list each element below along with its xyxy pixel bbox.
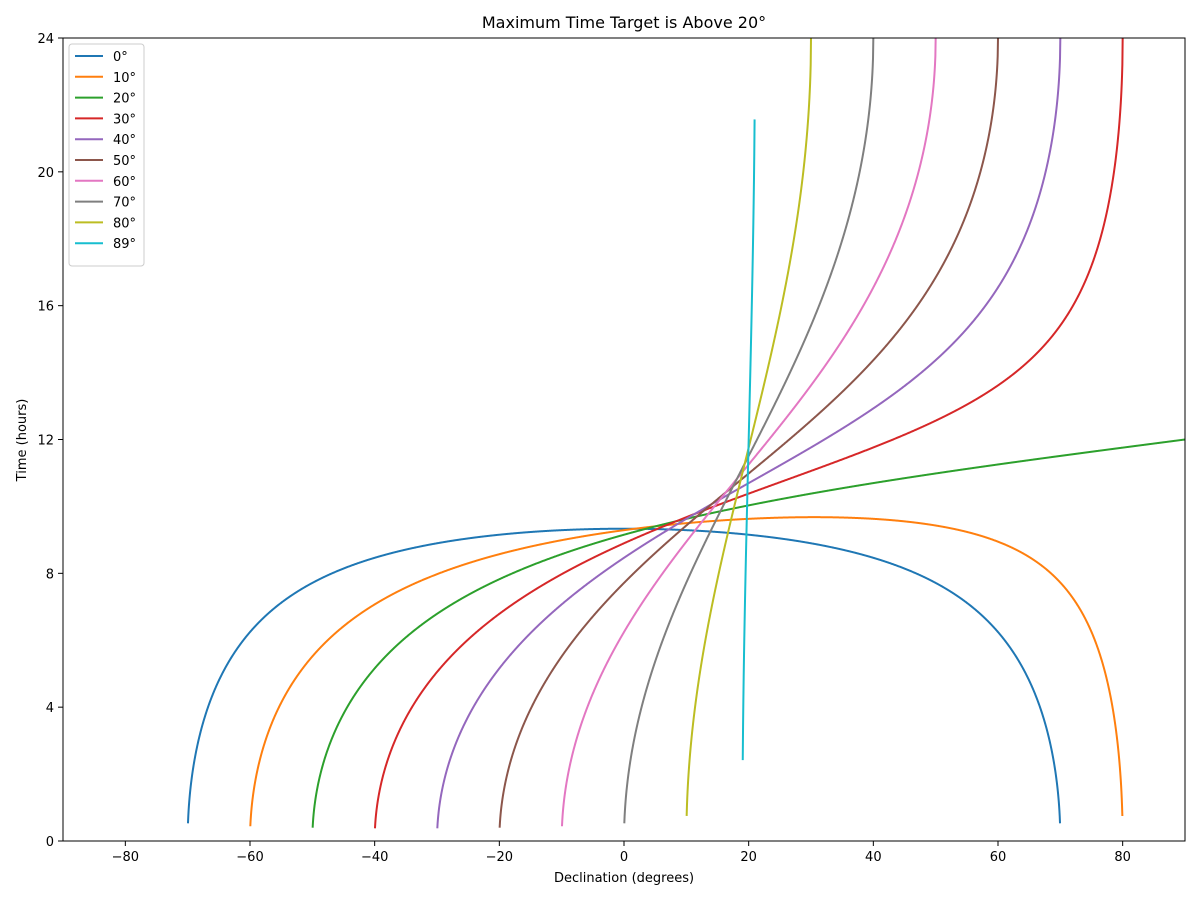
x-axis-label: Declination (degrees) bbox=[554, 871, 694, 886]
legend-label-8: 80° bbox=[113, 216, 136, 231]
series-line-0 bbox=[186, 527, 1062, 824]
legend: 0° 10° 20° 30° 40° 50° 60° 70° 80° 89° bbox=[68, 43, 145, 267]
y-tick-label-1: 4 bbox=[46, 701, 54, 716]
x-tick-label-8: 80 bbox=[1114, 850, 1131, 865]
legend-label-1: 10° bbox=[113, 71, 136, 86]
legend-label-9: 89° bbox=[113, 237, 136, 252]
legend-label-6: 60° bbox=[113, 175, 136, 190]
series-line-3 bbox=[373, 38, 1124, 829]
legend-box bbox=[68, 43, 145, 267]
chart-title: Maximum Time Target is Above 20° bbox=[482, 13, 766, 32]
y-tick-label-6: 24 bbox=[37, 32, 54, 47]
x-tick-label-2: −40 bbox=[361, 850, 388, 865]
y-tick-label-2: 8 bbox=[46, 567, 54, 582]
y-axis-label: Time (hours) bbox=[15, 399, 30, 483]
x-tick-label-1: −60 bbox=[236, 850, 263, 865]
legend-label-4: 40° bbox=[113, 133, 136, 148]
plot-frame bbox=[62, 37, 1186, 842]
series-line-4 bbox=[436, 38, 1062, 829]
x-tick-label-5: 20 bbox=[740, 850, 757, 865]
plot-area bbox=[186, 38, 1185, 829]
legend-label-0: 0° bbox=[113, 50, 128, 65]
y-tick-label-0: 0 bbox=[46, 835, 54, 850]
x-tick-label-7: 60 bbox=[990, 850, 1007, 865]
y-tick-label-5: 20 bbox=[37, 166, 54, 181]
series-line-1 bbox=[249, 516, 1124, 827]
x-tick-label-4: 0 bbox=[620, 850, 628, 865]
x-tick-label-0: −80 bbox=[112, 850, 139, 865]
axis-ticks: −80 −60 −40 −20 0 20 40 60 80 0 4 8 12 16 20 24 bbox=[37, 32, 1130, 865]
legend-label-2: 20° bbox=[113, 92, 136, 107]
series-line-9 bbox=[741, 119, 756, 761]
legend-label-5: 50° bbox=[113, 154, 136, 169]
x-tick-label-6: 40 bbox=[865, 850, 882, 865]
legend-label-3: 30° bbox=[113, 112, 136, 127]
y-tick-label-4: 16 bbox=[37, 300, 54, 315]
x-tick-label-3: −20 bbox=[486, 850, 513, 865]
series-line-2 bbox=[311, 438, 1185, 828]
y-tick-label-3: 12 bbox=[37, 434, 54, 449]
legend-label-7: 70° bbox=[113, 196, 136, 211]
